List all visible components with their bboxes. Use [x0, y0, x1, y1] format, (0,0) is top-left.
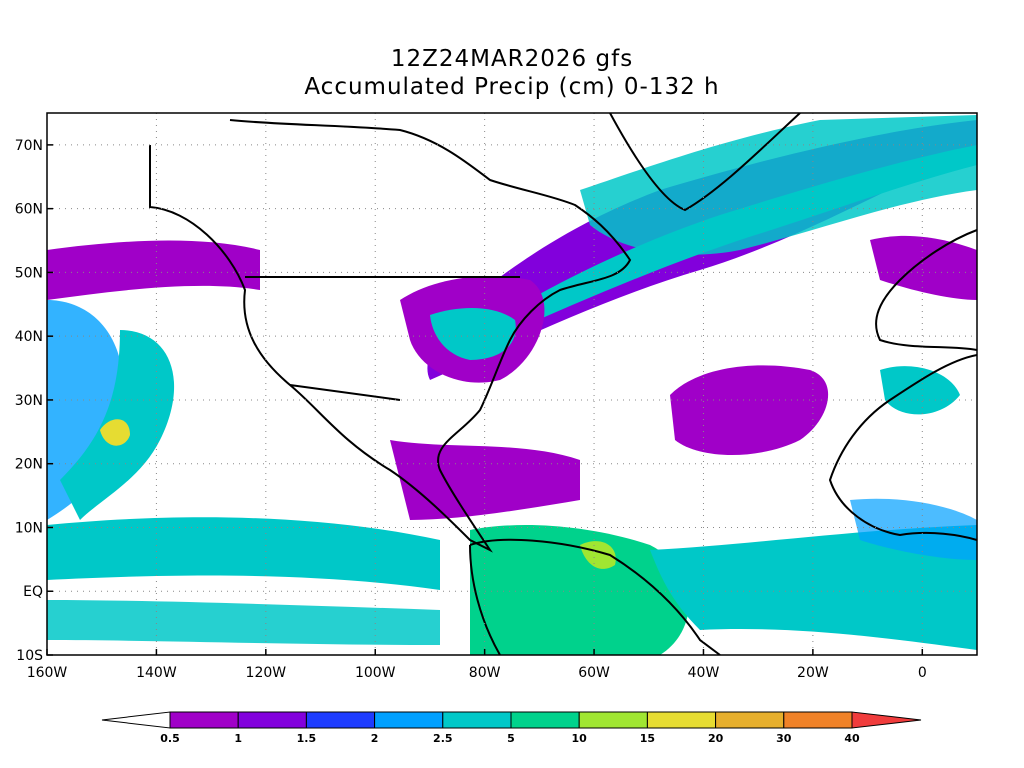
coastlines [149, 113, 977, 655]
precip-patch-europe [870, 235, 977, 300]
lat-tick-label: 10S [16, 648, 43, 664]
precip-patch-subtropical-atlantic [670, 365, 829, 455]
coastline-north-america [149, 119, 632, 553]
coastline-south-america [469, 538, 721, 655]
lat-tick-label: 70N [15, 138, 43, 154]
colorbar-threshold-label: 15 [640, 732, 655, 745]
precip-band-itcz-atlantic [650, 525, 977, 650]
lon-tick-label: 80W [469, 665, 501, 681]
colorbar-bin [374, 711, 444, 729]
colorbar-bin [305, 711, 376, 729]
colorbar-threshold-label: 1.5 [297, 732, 317, 745]
lon-tick-label: 40W [688, 665, 720, 681]
colorbar-bin [783, 711, 853, 729]
lat-tick-label: EQ [23, 584, 43, 600]
longitude-axis: 160W 140W 120W 100W 80W 60W 40W 20W 0 [27, 649, 927, 681]
lon-tick-label: 100W [355, 665, 396, 681]
colorbar-bin [442, 711, 512, 729]
lon-tick-label: 120W [246, 665, 287, 681]
precip-patch-eastern-us-core [430, 308, 516, 360]
colorbar-threshold-label: 2 [371, 732, 379, 745]
colorbar-below-arrow [101, 711, 171, 729]
lon-tick-label: 60W [578, 665, 610, 681]
coastline-west-africa [828, 354, 977, 541]
latitude-axis: 70N 60N 50N 40N 30N 20N 10N EQ 10S [15, 138, 53, 664]
colorbar: 0.5 1 1.5 2 2.5 5 10 15 20 30 40 [101, 711, 922, 745]
lon-tick-label: 160W [27, 665, 68, 681]
colorbar-bin [646, 711, 717, 729]
precip-band-south-pacific [47, 600, 440, 645]
precip-spot-south-america [580, 541, 616, 569]
colorbar-threshold-label: 40 [844, 732, 860, 745]
lon-tick-label: 20W [797, 665, 829, 681]
colorbar-bin [169, 711, 239, 729]
coastline-greenland [609, 113, 801, 212]
precip-spot-pacific [100, 419, 130, 446]
colorbar-threshold-label: 5 [507, 732, 515, 745]
colorbar-threshold-label: 1 [234, 732, 242, 745]
colorbar-threshold-label: 30 [776, 732, 792, 745]
lat-tick-label: 20N [15, 457, 43, 473]
precip-patch-nw-africa [880, 366, 960, 415]
lat-tick-label: 30N [15, 393, 43, 409]
lat-tick-label: 40N [15, 329, 43, 345]
precip-field [47, 115, 977, 655]
lat-tick-label: 50N [15, 265, 43, 281]
colorbar-threshold-label: 20 [708, 732, 724, 745]
precip-patch-west-africa [850, 498, 977, 560]
title-line-2: Accumulated Precip (cm) 0-132 h [304, 74, 720, 100]
colorbar-bin [578, 711, 648, 729]
colorbar-threshold-label: 2.5 [433, 732, 453, 745]
colorbar-threshold-label: 0.5 [160, 732, 180, 745]
precip-band-itcz-pacific [47, 517, 440, 590]
colorbar-bin [237, 711, 307, 729]
precip-patch-south-america [470, 525, 689, 655]
lat-tick-label: 10N [15, 520, 43, 536]
precip-band-greenland [580, 115, 977, 255]
coastline-europe [875, 229, 977, 351]
map-frame [46, 112, 978, 656]
colorbar-above-arrow [851, 711, 922, 729]
lon-tick-label: 140W [136, 665, 177, 681]
title-line-1: 12Z24MAR2026 gfs [390, 46, 634, 72]
colorbar-threshold-label: 10 [572, 732, 588, 745]
lat-tick-label: 60N [15, 202, 43, 218]
border-us-mexico [289, 384, 401, 401]
lon-tick-label: 0 [918, 665, 927, 681]
lat-lon-grid [47, 113, 977, 655]
precip-band-north-pacific [47, 240, 260, 300]
colorbar-bin [715, 711, 785, 729]
colorbar-bin [510, 711, 580, 729]
